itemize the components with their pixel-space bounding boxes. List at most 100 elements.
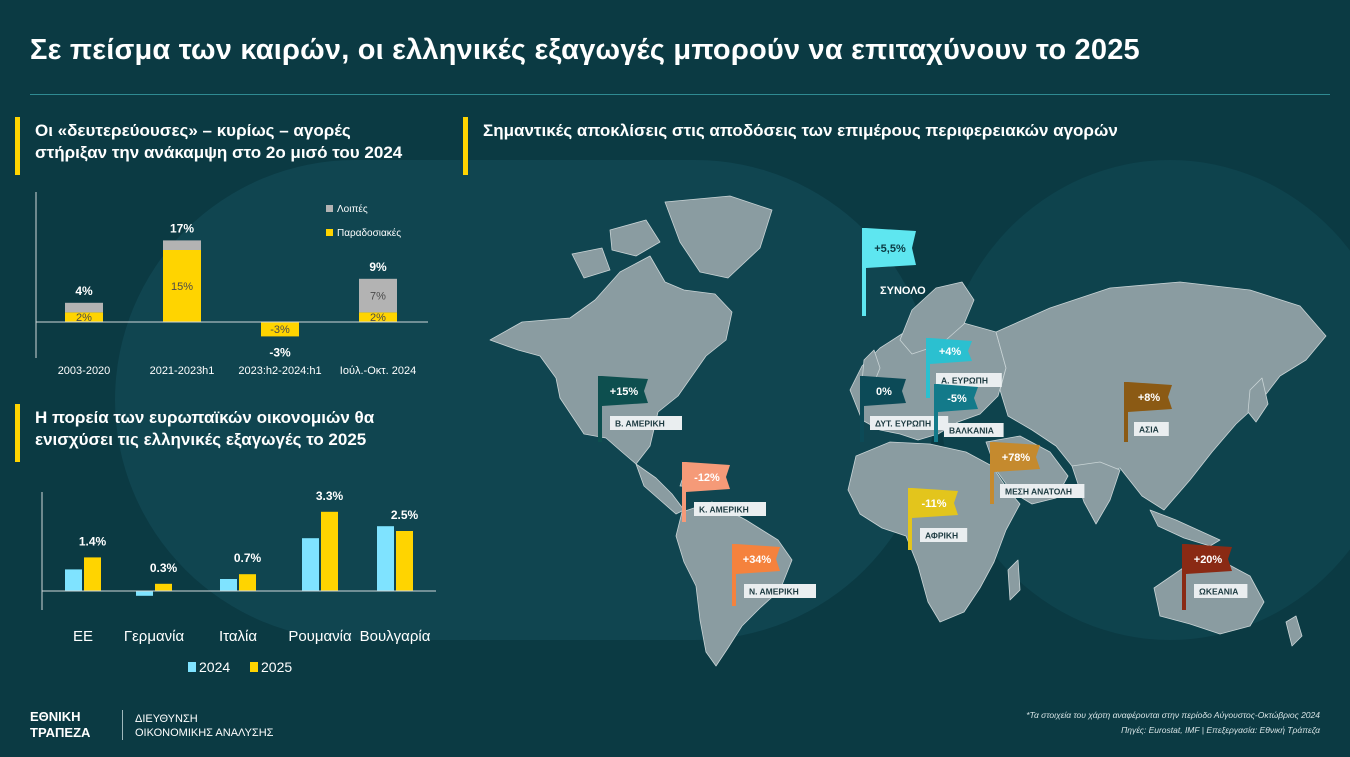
chart2-category-label: Γερμανία [124, 628, 185, 645]
department-name: ΔΙΕΥΘΥΝΣΗ ΟΙΚΟΝΟΜΙΚΗΣ ΑΝΑΛΥΣΗΣ [135, 712, 273, 740]
chart1-legend-traditional: Παραδοσιακές [337, 227, 401, 239]
chart1-category-label: 2023:h2-2024:h1 [238, 365, 321, 377]
section-marker-1 [15, 117, 20, 175]
chart1-category-label: 2003-2020 [58, 365, 111, 377]
sources-note: Πηγές: Eurostat, IMF | Επεξεργασία: Εθνι… [1121, 725, 1320, 735]
flag-value: -5% [947, 393, 967, 405]
chart2-title-line1: Η πορεία των ευρωπαϊκών οικονομιών θα [35, 408, 375, 427]
chart1-bar-traditional [163, 250, 201, 322]
chart1-bar-other [65, 302, 103, 313]
chart1-category-label: Ιούλ.-Οκτ. 2024 [340, 365, 416, 377]
flag-value: +5,5% [874, 243, 906, 255]
chart2-title-line2: ενισχύσει τις ελληνικές εξαγωγές το 2025 [35, 430, 367, 449]
chart1-total-label: -3% [269, 345, 291, 359]
chart1-bar-label-traditional: 2% [370, 312, 386, 324]
flag-label-box [944, 423, 1004, 437]
chart1-title-line2: στήριξαν την ανάκαμψη στο 2ο μισό του 20… [35, 143, 403, 162]
chart2-legend-2025: 2025 [261, 659, 292, 675]
chart1-bar-traditional [261, 322, 299, 337]
map-footnote: *Τα στοιχεία του χάρτη αναφέρονται στην … [1026, 710, 1320, 720]
chart2-value-label: 0.7% [234, 551, 262, 565]
chart1-total-label: 9% [369, 260, 387, 274]
chart2-bar-2024 [377, 526, 394, 591]
flag-pole [860, 376, 864, 442]
chart1-bar-label-traditional: -3% [270, 324, 290, 336]
flag-pole [934, 384, 938, 442]
chart1-bar-other [163, 240, 201, 250]
landmass-arctic-islands [609, 219, 661, 257]
flag-region [736, 544, 780, 574]
flag-label: ΜΕΣΗ ΑΝΑΤΟΛΗ [1005, 487, 1072, 497]
chart2-bar-2024 [136, 591, 153, 596]
flag-region [930, 338, 972, 364]
flag-label: ΒΑΛΚΑΝΙΑ [949, 426, 994, 436]
flag-label: ΩΚΕΑΝΙΑ [1199, 587, 1238, 597]
landmass-se-asia [1149, 509, 1221, 547]
flag-label-box [744, 584, 816, 598]
chart2-legend-swatch-2024 [188, 662, 196, 672]
chart2-value-label: 3.3% [316, 489, 344, 503]
chart2-value-label: 1.4% [79, 534, 107, 548]
chart2-bar-2025 [155, 583, 172, 591]
flag-value: +8% [1138, 392, 1161, 404]
chart1-bar-label-other: 7% [370, 291, 386, 303]
flag-label: Ν. ΑΜΕΡΙΚΗ [749, 587, 799, 597]
chart1-bar-traditional [65, 312, 103, 322]
flag-value: +20% [1194, 554, 1223, 566]
flag-label: Β. ΑΜΕΡΙΚΗ [615, 419, 665, 429]
flag-label: ΑΦΡΙΚΗ [925, 531, 958, 541]
dept-line1: ΔΙΕΥΘΥΝΣΗ [135, 713, 198, 725]
section-marker-3 [463, 117, 468, 175]
landmass-scandinavia [899, 281, 975, 355]
chart2-category-label: Ρουμανία [288, 628, 352, 645]
flag-pole [926, 338, 930, 398]
chart1-title: Οι «δευτερεύουσες» – κυρίως – αγορές στή… [35, 120, 435, 164]
chart1-total-label: 4% [75, 284, 93, 298]
chart1-bar-label-traditional: 2% [76, 312, 92, 324]
flag-pole [732, 544, 736, 606]
chart2-legend-swatch-2025 [250, 662, 258, 672]
world-map: +5,5% ΣΥΝΟΛΟ +15% Β. ΑΜΕΡΙΚΗ 0% ΔΥΤ. ΕΥΡΩΠΗ +4… [489, 195, 1327, 667]
flag-value: +34% [743, 554, 772, 566]
flag-pole [1124, 382, 1128, 442]
flag-pole [1182, 544, 1186, 610]
chart1-legend-swatch-other [326, 205, 333, 212]
title-divider [30, 94, 1330, 95]
flag-value: +15% [610, 386, 639, 398]
flag-value: +4% [939, 346, 962, 358]
flag-region [994, 442, 1040, 472]
flag-label: ΣΥΝΟΛΟ [880, 285, 926, 297]
flag-region [864, 376, 906, 406]
flag-pole [682, 462, 686, 522]
landmass-central-america [635, 463, 685, 515]
flag-label-box [936, 373, 1002, 387]
flag-region [938, 384, 978, 412]
flag-region [1128, 382, 1172, 412]
map-title: Σημαντικές αποκλίσεις στις αποδόσεις των… [483, 121, 1118, 140]
landmass-japan [1247, 377, 1269, 423]
flag-label-box [694, 502, 766, 516]
chart2-legend-2024: 2024 [199, 659, 230, 675]
chart2-bar-2025 [321, 511, 338, 591]
chart1-title-line1: Οι «δευτερεύουσες» – κυρίως – αγορές [35, 121, 351, 140]
flag-label-box [1134, 422, 1169, 436]
flag-pole [598, 376, 602, 442]
flag-label-box [1000, 484, 1085, 498]
chart1-bar-label-traditional: 15% [171, 281, 193, 293]
bank-logo: ΕΘΝΙΚΗ ΤΡΑΠΕΖΑ [30, 710, 90, 740]
flag-pole [990, 442, 994, 504]
flag-label-box [870, 416, 949, 430]
chart2-value-label: 2.5% [391, 508, 419, 522]
section-marker-2 [15, 404, 20, 462]
logo-line2: ΤΡΑΠΕΖΑ [30, 725, 91, 740]
flag-label: Α. ΕΥΡΩΠΗ [941, 376, 988, 386]
landmass-arctic-islands-2 [571, 247, 611, 279]
chart1-svg: 2% 4% 2003-2020 15% 17% 2021-2023h1 -3% -3% 2023… [35, 192, 428, 377]
landmass-north-america [489, 255, 733, 465]
chart1-legend-swatch-traditional [326, 229, 333, 236]
flag-value: -11% [921, 498, 946, 510]
chart2-category-label: Ιταλία [219, 628, 257, 645]
flag-region [1186, 544, 1232, 574]
chart2-bar-2025 [84, 557, 101, 591]
chart1-category-label: 2021-2023h1 [150, 365, 215, 377]
